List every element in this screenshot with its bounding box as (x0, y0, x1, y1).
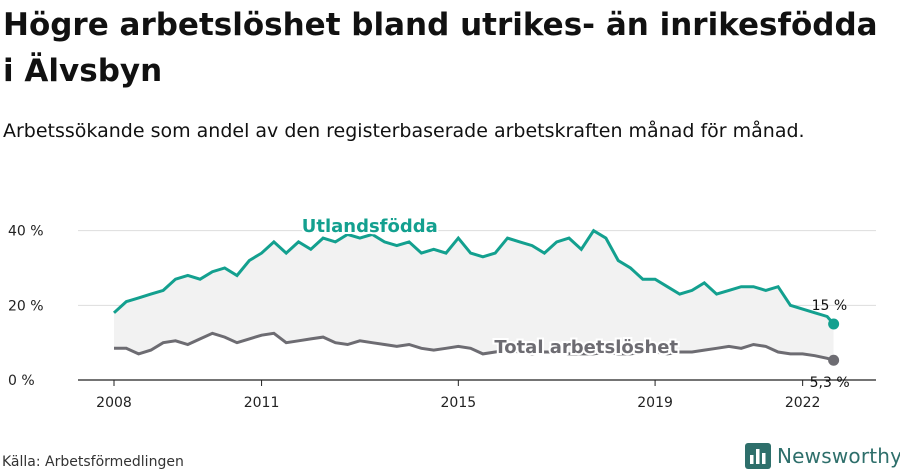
newsworthy-logo-icon (745, 443, 771, 469)
x-tick-label: 2019 (637, 395, 673, 411)
end-value-utlandsfodda: 15 % (812, 298, 848, 314)
end-value-total: 5,3 % (810, 375, 850, 391)
source-note: Källa: Arbetsförmedlingen (2, 454, 184, 470)
line-chart: 2008 2011 2015 2019 2022 0 % 20 % 40 % Utlands… (8, 214, 876, 411)
area-between-series (114, 230, 834, 361)
x-tick-label: 2015 (441, 395, 477, 411)
series-line-utlandsfodda (112, 228, 835, 325)
x-tick-label: 2011 (244, 395, 280, 411)
y-tick-label: 40 % (8, 224, 44, 240)
y-tick-label: 0 % (8, 373, 35, 389)
series-end-point-total (828, 354, 840, 366)
x-tick-label: 2008 (96, 395, 132, 411)
chart-title: Högre arbetslöshet bland utrikes- än inr… (3, 7, 878, 89)
chart-subtitle: Arbetssökande som andel av den registerb… (3, 120, 805, 142)
x-tick-label: 2022 (785, 395, 821, 411)
brand-name: Newsworthy (777, 444, 900, 468)
y-tick-label: 20 % (8, 298, 44, 314)
series-label-total: Total arbetslöshet (494, 337, 678, 358)
series-label-utlandsfodda: Utlandsfödda (302, 216, 438, 237)
series-line-total (114, 331, 835, 362)
brand-logo[interactable]: Newsworthy (745, 441, 900, 471)
series-end-point-utlandsfodda (828, 318, 840, 330)
